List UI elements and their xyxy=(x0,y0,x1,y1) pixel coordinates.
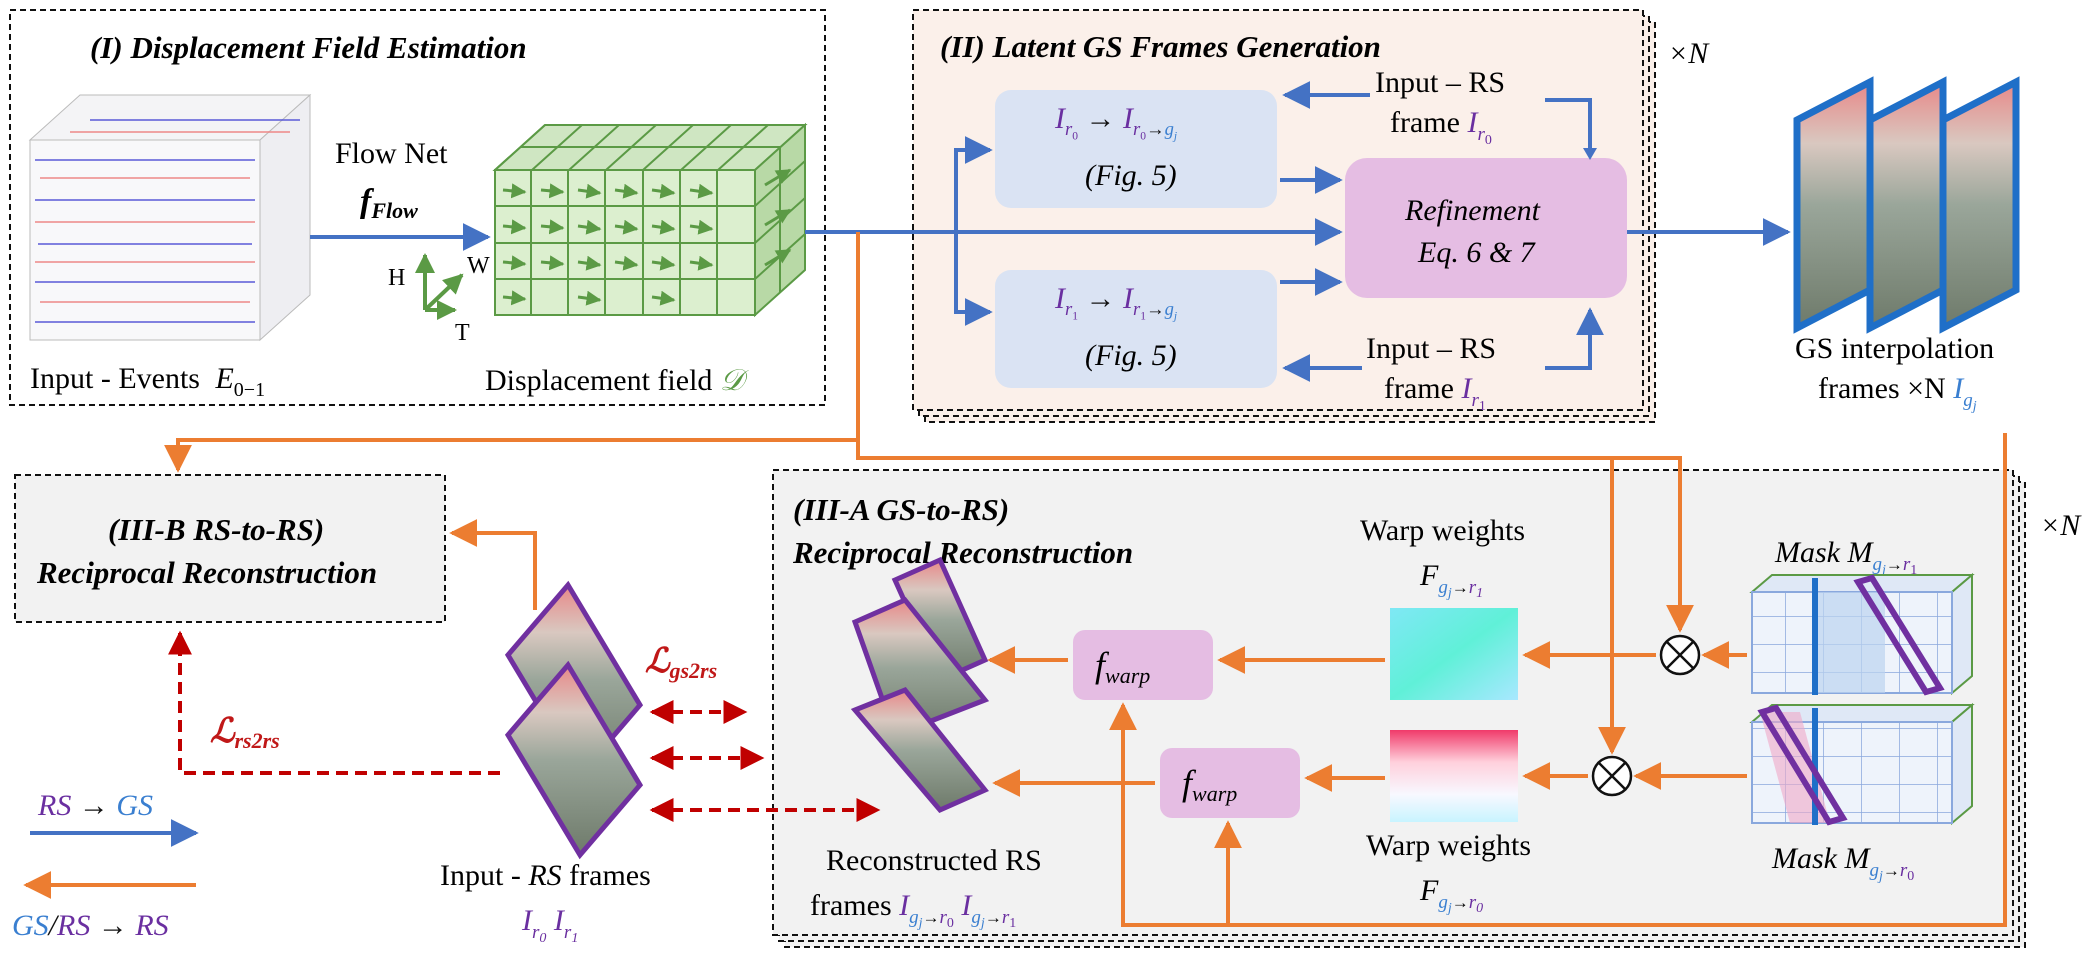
flow-net-symbol: fFlow xyxy=(360,183,418,223)
stage2-repeat: ×N xyxy=(1668,37,1710,70)
rs-bottom-line2: frame Ir1 xyxy=(1384,372,1486,414)
input-rs-label: Input - RS frames xyxy=(440,859,651,892)
gs-interpolation-frames xyxy=(1793,76,2020,334)
stage3a-title1: (III-A GS-to-RS) xyxy=(793,492,1009,527)
gs-frames-line1: GS interpolation xyxy=(1795,332,1994,365)
refinement-box xyxy=(1345,158,1627,298)
loss-arrows xyxy=(168,630,881,822)
mask-top-volume xyxy=(1749,572,1975,696)
mask-top-label: Mask Mgj→r1 xyxy=(1774,536,1917,578)
stage1-title: (I) Displacement Field Estimation xyxy=(90,30,527,65)
displacement-field-volume xyxy=(492,122,808,318)
reconstructed-rs-frames xyxy=(850,556,990,814)
gs-gen-fig-top: (Fig. 5) xyxy=(1085,159,1177,192)
flow-net-label: Flow Net xyxy=(335,137,448,170)
stage3b-box xyxy=(14,474,446,623)
mask-bottom-volume xyxy=(1749,702,1975,826)
warp-weights-top-image xyxy=(1390,608,1518,700)
rs-top-line1: Input – RS xyxy=(1375,66,1505,99)
legend-orange-label: GS/RS → RS xyxy=(12,909,169,942)
gs-gen-fig-bottom: (Fig. 5) xyxy=(1085,339,1177,372)
input-rs-frames xyxy=(504,580,644,860)
recon-line2: frames Igj→r0 Igj→r1 xyxy=(810,889,1016,931)
orange-arrows xyxy=(164,232,2007,927)
events-input-label: Input - Events E0−1 xyxy=(30,362,265,401)
legend-blue-label: RS → GS xyxy=(37,789,153,822)
legend: RS → GS GS/RS → RS xyxy=(12,789,199,942)
rs-top-line2: frame Ir0 xyxy=(1390,106,1492,148)
axis-w-label: W xyxy=(467,253,490,279)
stage2-arrows xyxy=(805,81,1791,382)
gs-gen-eq-bottom: Ir1 → Ir1→gj xyxy=(1055,282,1178,323)
axis-t-label: T xyxy=(455,320,470,346)
event-volume xyxy=(28,93,312,342)
axes-icon xyxy=(415,253,464,320)
refinement-line2: Eq. 6 & 7 xyxy=(1417,236,1537,269)
gs-frames-line2: frames ×N Igj xyxy=(1818,372,1977,414)
stage2-title: (II) Latent GS Frames Generation xyxy=(940,29,1381,64)
gs-gen-box-bottom xyxy=(995,270,1277,388)
stage3a-repeat: ×N xyxy=(2040,509,2082,542)
gs-gen-eq-top: Ir0 → Ir0→gj xyxy=(1055,102,1178,143)
loss-gs2rs: ℒgs2rs xyxy=(645,643,717,683)
input-rs-symbols: Ir0 Ir1 xyxy=(521,904,578,946)
loss-rs2rs: ℒrs2rs xyxy=(210,713,280,753)
warp-top-label: Warp weights xyxy=(1360,514,1525,547)
stage3b-title1: (III-B RS-to-RS) xyxy=(108,512,324,547)
displacement-field-label: Displacement field 𝒟 xyxy=(485,364,749,397)
axis-h-label: H xyxy=(388,265,405,291)
stage3b-title2: Reciprocal Reconstruction xyxy=(36,555,377,590)
warp-weights-bottom-image xyxy=(1390,730,1518,822)
warp-bottom-symbol: Fgj→r0 xyxy=(1419,874,1483,916)
multiply-icon-top xyxy=(1659,634,1701,676)
multiply-icon-bottom xyxy=(1591,755,1633,797)
gs-gen-box-top xyxy=(995,90,1277,208)
refinement-line1: Refinement xyxy=(1404,194,1541,227)
warp-top-symbol: Fgj→r1 xyxy=(1419,559,1483,601)
displacement-arrows xyxy=(502,168,792,306)
arrowhead xyxy=(1583,148,1597,160)
warp-bottom-label: Warp weights xyxy=(1366,829,1531,862)
fwarp-box-top xyxy=(1073,630,1213,700)
rs-bottom-line1: Input – RS xyxy=(1366,332,1496,365)
stage3a-title2: Reciprocal Reconstruction xyxy=(792,535,1133,570)
recon-line1: Reconstructed RS xyxy=(826,844,1042,877)
fwarp-box-bottom xyxy=(1160,748,1300,818)
mask-bottom-label: Mask Mgj→r0 xyxy=(1771,842,1914,884)
